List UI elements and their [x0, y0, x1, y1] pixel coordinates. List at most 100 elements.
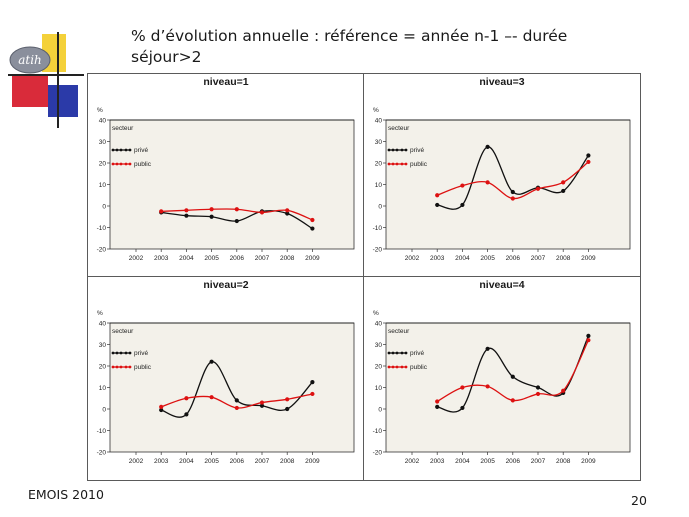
legend-label: public	[410, 364, 428, 371]
data-point-public	[259, 210, 265, 215]
panel-niveau-2: niveau=2 40 30 20 10 0 -10 -20% 2002 2003 2004 200…	[88, 277, 364, 480]
data-point-public	[510, 196, 515, 201]
data-point-public	[561, 180, 566, 185]
legend-title: secteur	[112, 125, 134, 132]
legend-label: privé	[134, 147, 148, 154]
y-axis-label: %	[373, 310, 379, 317]
legend-swatch-dot	[124, 148, 128, 152]
legend-label: privé	[134, 350, 148, 357]
legend-swatch-dot	[387, 162, 391, 166]
data-point-prive	[435, 404, 440, 409]
data-point-public	[159, 404, 164, 409]
data-point-prive	[485, 346, 490, 351]
chart-grid: niveau=1 40 30 20 10 0 -10 -20% 2002 2003 2004 200…	[87, 73, 641, 481]
data-point-prive	[485, 144, 490, 149]
legend-title: secteur	[388, 125, 410, 132]
data-point-prive	[234, 398, 239, 403]
x-tick-label: 2003	[430, 458, 445, 465]
data-point-public	[460, 385, 465, 390]
y-tick-label: 20	[99, 160, 107, 167]
data-point-public	[234, 405, 239, 411]
data-point-public	[184, 396, 189, 401]
data-point-prive	[510, 374, 515, 379]
data-point-public	[285, 208, 290, 213]
legend-swatch-dot	[391, 365, 395, 369]
legend-swatch-dot	[395, 148, 399, 152]
x-tick-label: 2002	[129, 458, 144, 465]
data-point-prive	[209, 359, 214, 364]
x-tick-label: 2005	[204, 458, 219, 465]
data-point-prive	[460, 202, 465, 208]
plot-area	[109, 322, 355, 453]
y-tick-label: 20	[375, 160, 383, 167]
legend-swatch-dot	[128, 148, 132, 152]
panel-title: niveau=3	[479, 76, 525, 88]
legend-swatch-dot	[391, 162, 395, 166]
y-tick-label: 10	[99, 385, 107, 392]
legend-swatch-dot	[395, 162, 399, 166]
legend-swatch-dot	[119, 148, 123, 152]
slide-title: % d’évolution annuelle : référence = ann…	[131, 27, 568, 66]
x-tick-label: 2003	[154, 255, 169, 262]
atih-logo: atih	[0, 30, 90, 130]
legend-swatch-dot	[111, 162, 115, 166]
data-point-public	[159, 209, 164, 214]
data-point-public	[310, 391, 315, 397]
y-tick-label: -20	[373, 449, 383, 456]
data-point-prive	[259, 403, 265, 408]
y-tick-label: 30	[375, 342, 383, 349]
legend-swatch-dot	[128, 351, 132, 355]
y-tick-label: 0	[378, 203, 382, 210]
data-point-public	[460, 183, 465, 188]
data-point-public	[435, 193, 440, 198]
legend-swatch-dot	[124, 365, 128, 369]
logo-blue-block	[48, 85, 78, 117]
data-point-public	[561, 388, 566, 393]
data-point-public	[209, 207, 214, 212]
y-tick-label: 0	[378, 406, 382, 413]
chart-niveau-2: 40 30 20 10 0 -10 -20% 2002 2003 2004 2005 2006 2007…	[97, 310, 355, 465]
y-tick-label: 0	[102, 406, 106, 413]
data-point-public	[285, 397, 290, 402]
y-tick-label: -10	[97, 428, 107, 435]
x-tick-label: 2002	[129, 255, 144, 262]
legend-swatch-dot	[391, 148, 395, 152]
x-tick-label: 2004	[179, 458, 194, 465]
y-tick-label: 0	[102, 203, 106, 210]
y-tick-label: 40	[99, 320, 107, 327]
legend-swatch-dot	[400, 365, 404, 369]
x-tick-label: 2005	[480, 255, 495, 262]
x-tick-label: 2009	[305, 255, 320, 262]
legend-label: public	[410, 161, 428, 168]
x-tick-label: 2008	[280, 458, 295, 465]
x-tick-label: 2004	[455, 458, 470, 465]
panel-niveau-1: niveau=1 40 30 20 10 0 -10 -20% 2002 2003 2004 200…	[88, 74, 364, 277]
legend-swatch-dot	[404, 365, 408, 369]
legend-label: public	[134, 161, 152, 168]
data-point-prive	[561, 188, 566, 194]
data-point-prive	[435, 202, 440, 208]
panel-title: niveau=2	[203, 279, 249, 291]
page-number: 20	[631, 493, 647, 508]
data-point-public	[586, 338, 591, 343]
legend-swatch-dot	[387, 148, 391, 152]
data-point-prive	[586, 333, 591, 338]
y-axis-label: %	[97, 310, 103, 317]
y-axis-label: %	[373, 107, 379, 114]
data-point-prive	[285, 406, 290, 412]
legend-swatch-dot	[111, 351, 115, 355]
data-point-prive	[310, 380, 315, 385]
legend-swatch-dot	[128, 162, 132, 166]
y-tick-label: 20	[375, 363, 383, 370]
y-tick-label: -10	[373, 428, 383, 435]
plot-area	[385, 322, 631, 453]
legend-swatch-dot	[111, 365, 115, 369]
y-tick-label: 10	[375, 182, 383, 189]
y-tick-label: -20	[373, 246, 383, 253]
legend-swatch-dot	[128, 365, 132, 369]
x-tick-label: 2002	[405, 458, 420, 465]
x-tick-label: 2003	[154, 458, 169, 465]
data-point-public	[485, 180, 490, 185]
legend-swatch-dot	[124, 351, 128, 355]
x-tick-label: 2008	[556, 255, 571, 262]
